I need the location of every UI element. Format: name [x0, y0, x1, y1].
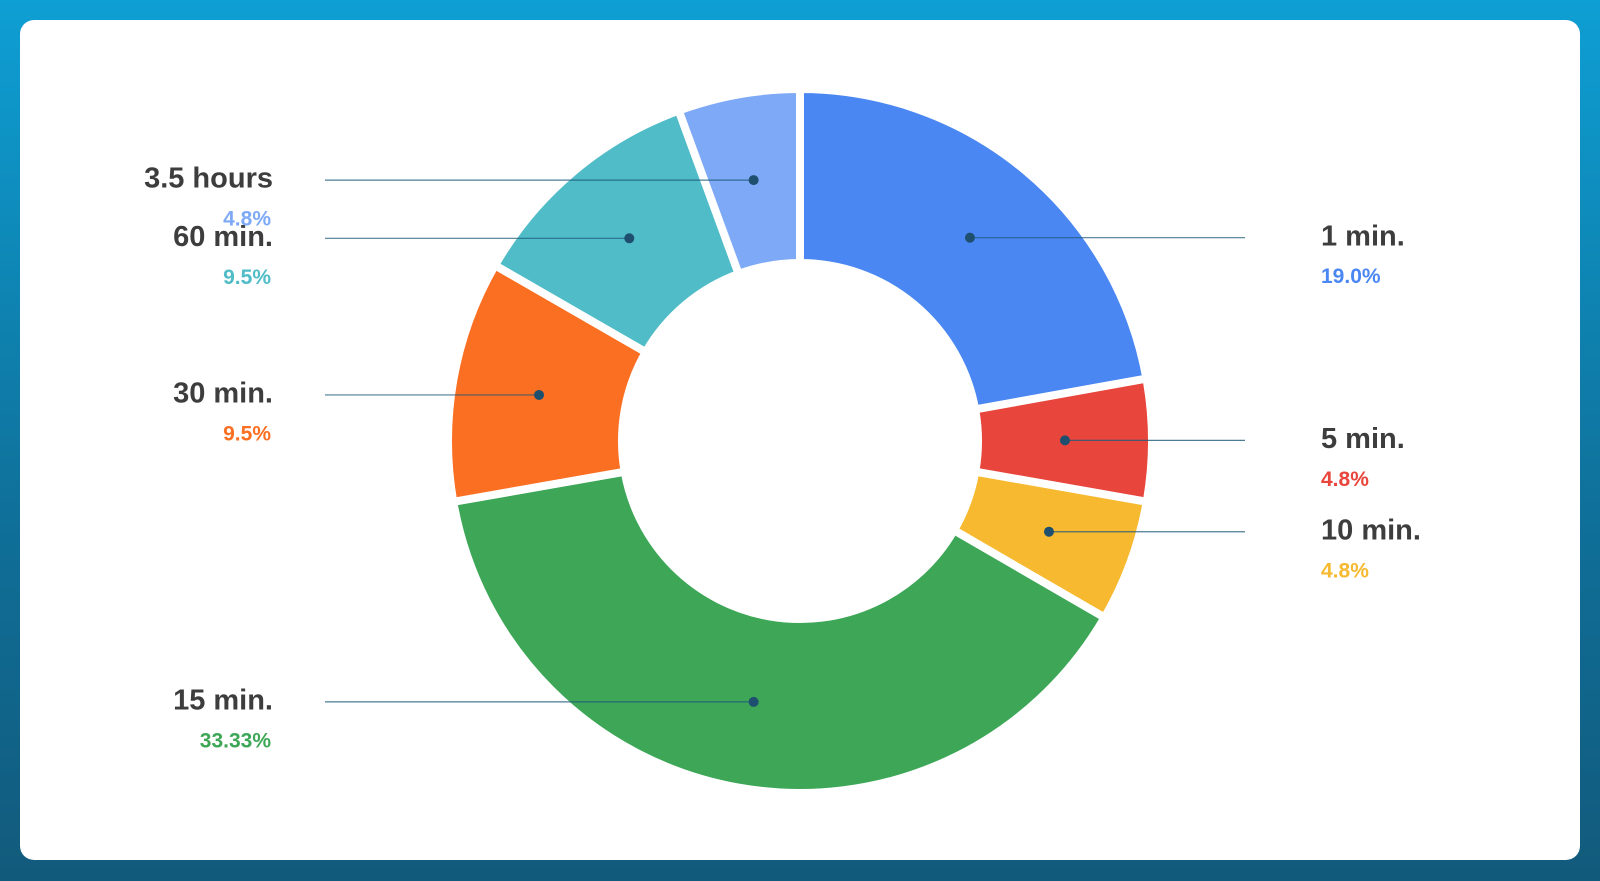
slice-label: 60 min.: [173, 221, 273, 253]
leader-dot: [624, 233, 635, 244]
leader-dot: [964, 232, 975, 243]
leader-dot: [1043, 526, 1054, 537]
slice-label: 5 min.: [1321, 423, 1405, 455]
slice-label: 10 min.: [1321, 514, 1421, 546]
slice-label: 1 min.: [1321, 220, 1405, 252]
slice-label: 15 min.: [173, 685, 273, 717]
donut-segment: [448, 467, 1111, 797]
slice-value-label: 9.5%: [223, 423, 271, 446]
leader-dot: [1059, 435, 1070, 446]
leader-dot: [534, 389, 545, 400]
donut-segment: [796, 84, 1152, 415]
slice-label: 30 min.: [173, 378, 273, 410]
slice-value-label: 4.8%: [223, 208, 271, 231]
donut-segment: [673, 84, 804, 280]
leader-dot: [748, 696, 759, 707]
slice-value-label: 4.8%: [1321, 468, 1369, 491]
slice-value-label: 19.0%: [1321, 265, 1381, 288]
slice-label: 3.5 hours: [144, 163, 273, 195]
slice-value-label: 4.8%: [1321, 559, 1369, 582]
leader-dot: [748, 175, 759, 186]
slice-value-label: 9.5%: [223, 266, 271, 289]
slice-value-label: 33.33%: [200, 729, 272, 752]
